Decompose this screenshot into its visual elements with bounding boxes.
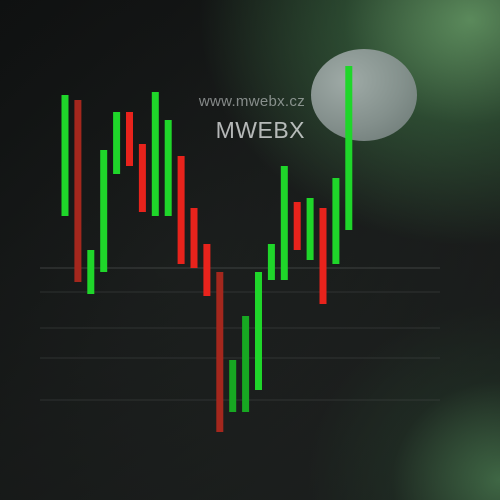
up-bar bbox=[345, 66, 353, 230]
up-bar bbox=[242, 316, 250, 412]
up-bar bbox=[267, 244, 275, 280]
up-bar bbox=[255, 272, 262, 390]
up-bar bbox=[100, 150, 108, 272]
up-bar bbox=[151, 92, 159, 216]
down-bar bbox=[126, 112, 133, 166]
up-bar bbox=[306, 198, 314, 260]
up-bar bbox=[113, 112, 121, 174]
up-bar bbox=[332, 178, 340, 264]
down-bar bbox=[216, 272, 224, 432]
down-bar bbox=[203, 244, 211, 296]
up-bar bbox=[164, 120, 172, 216]
down-bar bbox=[293, 202, 301, 250]
up-bar bbox=[61, 95, 69, 216]
down-bar bbox=[74, 100, 82, 282]
up-bar bbox=[87, 250, 95, 294]
down-bar bbox=[177, 156, 185, 264]
website-url: www.mwebx.cz bbox=[198, 93, 305, 110]
up-bar bbox=[280, 166, 288, 280]
brand-name: MWEBX bbox=[215, 117, 305, 143]
up-bar bbox=[229, 360, 237, 412]
decorative-circle bbox=[311, 49, 417, 141]
down-bar bbox=[319, 208, 327, 304]
down-bar bbox=[190, 208, 198, 268]
down-bar bbox=[138, 144, 146, 212]
